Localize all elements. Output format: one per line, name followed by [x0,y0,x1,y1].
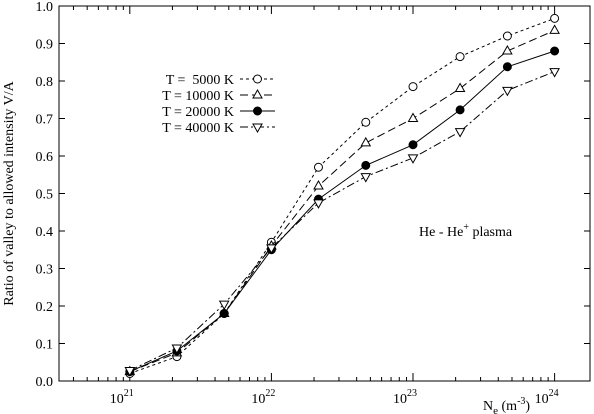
series-line [129,50,555,373]
plasma-annotation-suffix: plasma [469,225,513,240]
data-point [550,13,560,23]
data-point [408,82,418,92]
y-tick-label: 0.7 [36,113,54,128]
data-point [407,112,419,122]
data-point [407,154,419,164]
y-axis-title: Ratio of valley to allowed intensity V/A [2,80,17,305]
data-point [455,52,465,62]
x-axis-title-unit-exp: -3 [517,396,525,407]
x-axis-title-unit: (m [502,399,518,414]
y-tick-label: 0.5 [36,188,54,203]
data-point [502,31,512,41]
data-point [454,82,466,92]
legend-label: T = 20000 K [162,105,234,120]
x-axis-title-main: N [483,399,493,414]
plasma-annotation-text: He - He [419,225,463,240]
series-layer [124,13,560,378]
data-point [218,300,230,311]
data-point [550,46,560,56]
legend-label: T = 40000 K [162,121,234,136]
y-tick-label: 1.0 [36,0,54,15]
legend-marker [252,88,263,99]
data-point [313,162,323,172]
data-point [454,128,466,138]
plot-frame [58,5,591,382]
x-tick-label: 1023 [393,388,417,407]
series-line [129,29,555,373]
y-tick-label: 0.6 [36,150,54,165]
y-tick-label: 0.2 [36,300,54,315]
y-tick-label: 0.8 [36,75,54,90]
data-point [266,244,277,254]
data-point [313,199,324,209]
series-4 [124,68,560,377]
series-line [129,71,555,371]
data-point [124,367,136,377]
data-point [361,117,371,127]
data-point [502,44,513,55]
data-point [502,86,513,97]
legend-marker [253,106,262,116]
legend-marker [252,123,263,134]
data-point [313,179,324,190]
y-tick-label: 0.0 [36,375,54,390]
data-point [360,136,372,147]
plasma-annotation-sup: + [463,222,469,233]
x-tick-label: 1021 [110,388,134,407]
legend-label: T = 10000 K [162,89,234,104]
plasma-annotation: He - He+ plasma [419,222,513,240]
y-axis: 0.0 0.1 0.2 0.3 0.4 0.5 0.6 0.7 0.8 0.9 1.0 [36,0,590,390]
y-tick-label: 0.3 [36,263,54,278]
x-tick-label: 1022 [251,388,275,407]
legend: T = 5000 KT = 10000 KT = 20000 KT = 4000… [162,73,275,136]
data-point [360,173,372,183]
series-1 [125,13,560,378]
legend-marker [253,74,262,84]
y-tick-label: 0.9 [36,38,54,53]
data-point [171,344,183,355]
x-tick-label: 1024 [535,388,559,407]
series-line [129,17,555,374]
data-point [219,309,229,318]
x-axis-title: Ne (m-3) [483,396,530,414]
data-point [549,68,560,78]
data-point [408,140,418,150]
legend-label: T = 5000 K [166,73,234,88]
data-point [502,62,512,72]
data-point [361,160,371,170]
y-tick-label: 0.1 [36,338,54,353]
x-axis: 1021 1022 1023 1024 [72,6,559,407]
data-point [549,24,560,34]
data-point [455,105,465,115]
x-axis-title-unit-close: ) [525,399,530,414]
y-tick-label: 0.4 [36,225,54,240]
x-axis-title-sub: e [493,405,498,414]
plot-border [58,5,591,382]
